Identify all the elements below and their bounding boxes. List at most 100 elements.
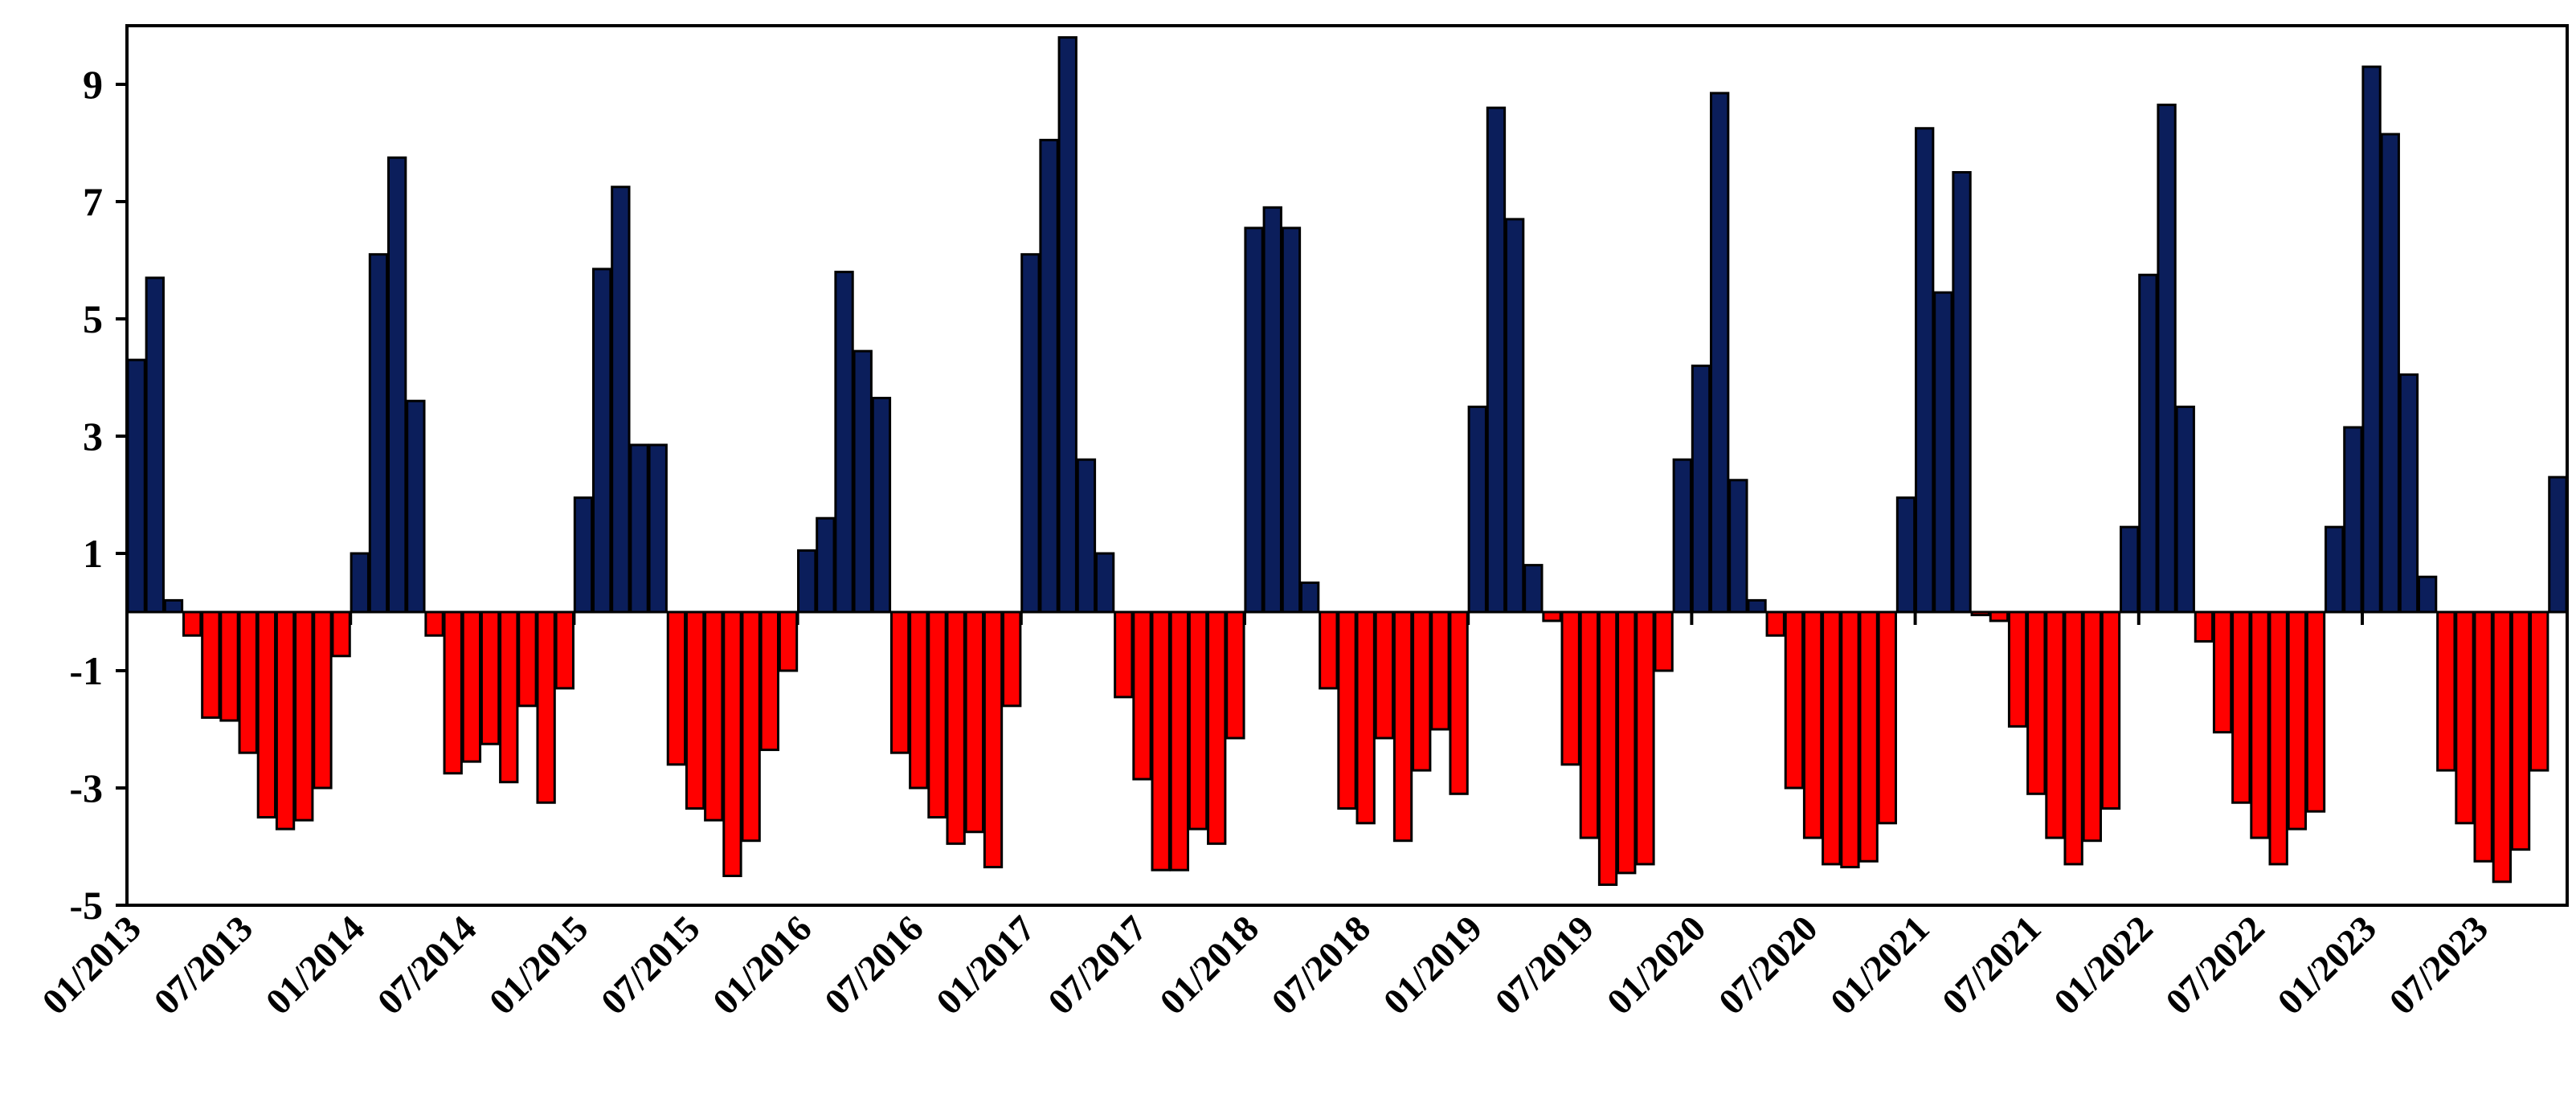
bar-negative	[275, 610, 296, 831]
bar-negative	[927, 610, 947, 818]
x-tick-label: 01/2017	[928, 908, 1043, 1022]
bar-positive	[797, 549, 817, 614]
plot-area-frame	[125, 24, 2569, 907]
bar-negative	[2250, 610, 2270, 839]
x-axis: 01/201307/201301/201407/201401/201507/20…	[34, 612, 2496, 1022]
bar-negative	[2231, 610, 2251, 804]
bar-negative	[2082, 610, 2102, 843]
y-tick-label: 7	[83, 179, 103, 224]
bar-negative	[1822, 610, 1842, 866]
bar-positive	[386, 156, 407, 614]
bar-positive	[145, 276, 165, 614]
bar-negative	[1989, 610, 2010, 622]
bar-positive	[2138, 273, 2158, 614]
bar-positive	[368, 253, 389, 614]
bar-negative	[2212, 610, 2233, 734]
bar-negative	[2305, 610, 2326, 813]
bar-negative	[2007, 610, 2028, 728]
bar-negative	[1765, 610, 1785, 637]
bar-positive	[834, 271, 854, 614]
bar-positive	[1244, 227, 1264, 614]
bar-negative	[983, 610, 1004, 869]
bar-negative	[1802, 610, 1823, 839]
bar-negative	[2455, 610, 2475, 825]
bar-negative	[1617, 610, 1637, 875]
bar-positive	[2120, 525, 2140, 614]
y-tick-label: 3	[83, 414, 103, 459]
bar-positive	[816, 516, 836, 614]
bar-positive	[1672, 458, 1692, 614]
x-tick-label: 01/2022	[2046, 908, 2161, 1022]
bar-negative	[1858, 610, 1879, 863]
bar-negative	[909, 610, 929, 790]
x-tick-label: 01/2019	[1376, 908, 1490, 1022]
bar-positive	[1728, 479, 1748, 614]
bar-positive	[406, 399, 426, 614]
bar-positive	[2343, 426, 2363, 614]
bar-negative	[2510, 610, 2531, 851]
bar-positive	[1262, 206, 1282, 614]
bar-positive	[592, 267, 612, 614]
bar-negative	[219, 610, 239, 722]
x-tick-label: 01/2021	[1822, 908, 1937, 1022]
bar-positive	[853, 349, 873, 614]
bar-negative	[2100, 610, 2121, 810]
bar-negative	[2287, 610, 2308, 831]
bar-negative	[554, 610, 574, 690]
bar-negative	[1542, 610, 1562, 622]
bar-positive	[1299, 582, 1320, 614]
bar-negative	[964, 610, 985, 834]
bar-negative	[294, 610, 314, 822]
bar-negative	[499, 610, 519, 784]
bar-positive	[611, 186, 631, 614]
x-tick-label: 07/2020	[1711, 908, 1826, 1022]
y-tick-label: -3	[69, 765, 103, 810]
bar-positive	[2417, 575, 2438, 614]
bar-positive	[573, 496, 594, 614]
bar-positive	[648, 443, 668, 614]
bar-negative	[2063, 610, 2083, 866]
bar-positive	[1933, 291, 1953, 614]
bar-negative	[2045, 610, 2065, 839]
bar-positive	[126, 358, 146, 614]
bar-negative	[666, 610, 687, 766]
bar-negative	[1169, 610, 1190, 871]
bar-negative	[1188, 610, 1208, 831]
bar-negative	[1132, 610, 1152, 781]
x-tick-label: 07/2014	[370, 908, 485, 1022]
bar-negative	[461, 610, 482, 763]
bar-negative	[2436, 610, 2456, 772]
x-tick-label: 01/2014	[258, 908, 373, 1022]
bar-negative	[182, 610, 202, 637]
bar-negative	[1002, 610, 1022, 708]
x-tick-label: 01/2016	[705, 908, 820, 1022]
bar-negative	[517, 610, 538, 708]
bar-positive	[629, 443, 649, 614]
bar-positive	[2398, 373, 2419, 614]
x-tick-label: 07/2015	[593, 908, 708, 1022]
bar-negative	[2492, 610, 2513, 884]
bar-negative	[1430, 610, 1450, 731]
bar-positive	[1523, 564, 1544, 614]
bar-negative	[1784, 610, 1805, 790]
bar-negative	[2268, 610, 2288, 866]
bar-negative	[2194, 610, 2214, 643]
bar-negative	[1392, 610, 1413, 843]
bar-negative	[1374, 610, 1395, 740]
x-tick-label: 01/2018	[1151, 908, 1266, 1022]
bar-positive	[1094, 552, 1115, 614]
x-tick-label: 01/2023	[2269, 908, 2384, 1022]
bar-positive	[2325, 525, 2345, 614]
bar-negative	[1319, 610, 1339, 690]
x-tick-label: 07/2018	[1263, 908, 1378, 1022]
x-tick-label: 07/2017	[1040, 908, 1155, 1022]
bar-positive	[871, 397, 892, 614]
bar-negative	[778, 610, 799, 672]
bar-negative	[1207, 610, 1227, 845]
bar-negative	[1337, 610, 1357, 810]
bar-negative	[480, 610, 501, 745]
bar-negative	[1560, 610, 1580, 766]
bar-negative	[1877, 610, 1897, 825]
bar-positive	[1747, 598, 1767, 614]
bar-negative	[443, 610, 463, 775]
